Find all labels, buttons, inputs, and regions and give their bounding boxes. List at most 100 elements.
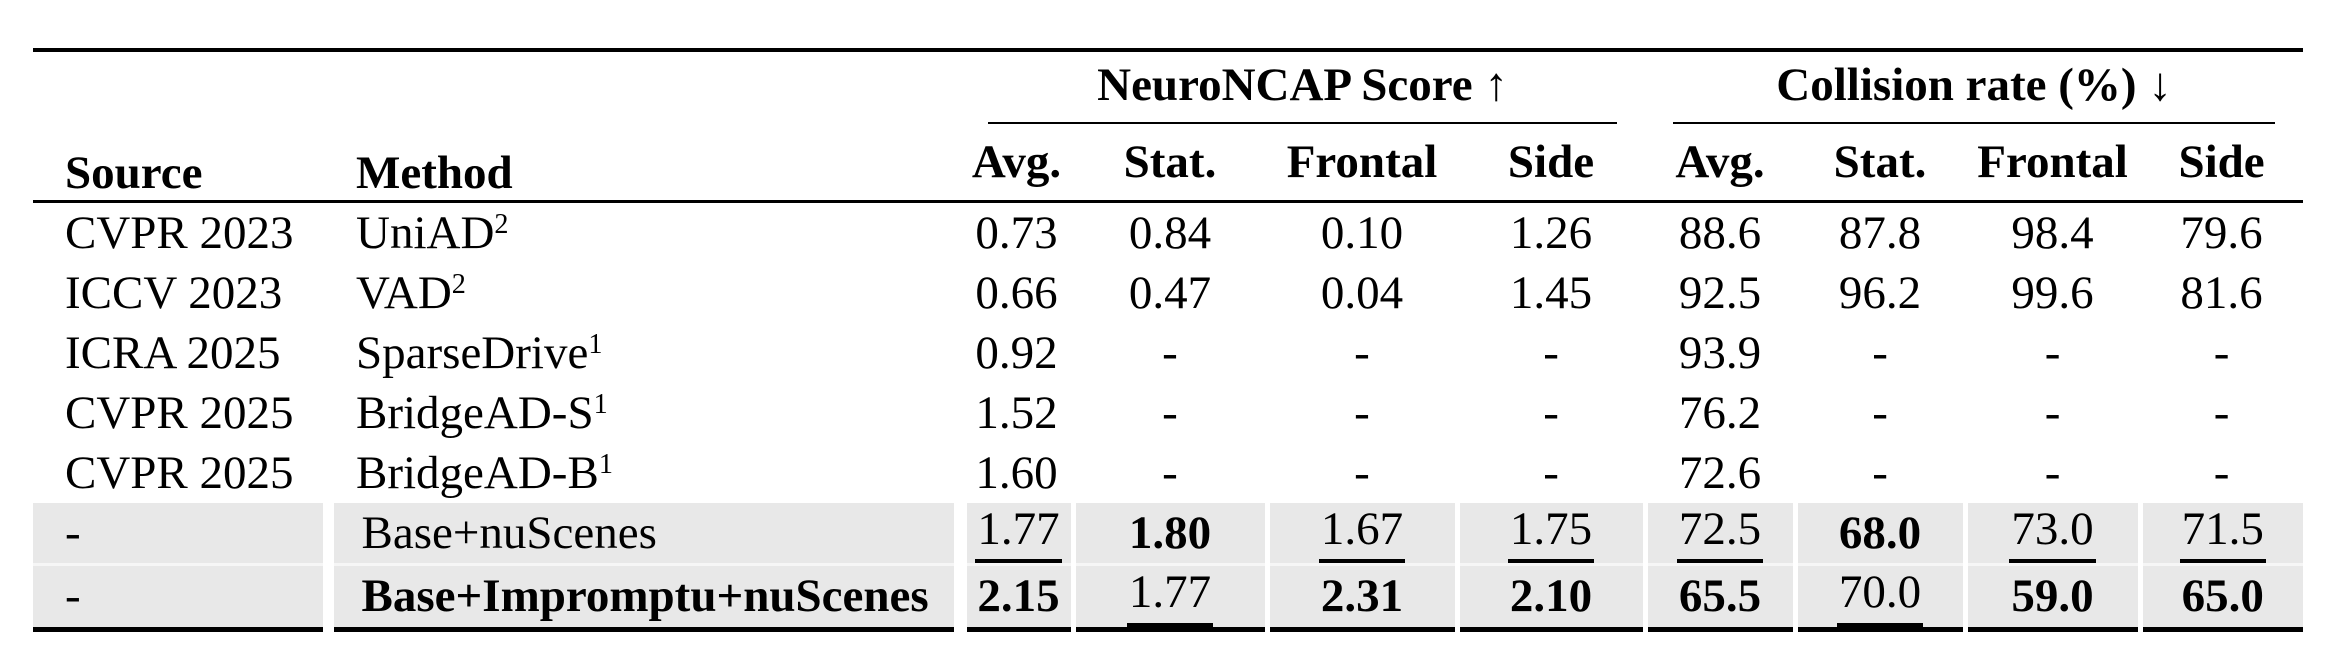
subheader-coll-side: Side bbox=[2140, 124, 2304, 203]
value-cell: 0.84 bbox=[1128, 207, 1212, 259]
method-cell: UniAD2 bbox=[328, 202, 960, 264]
value-cell: 2.15 bbox=[953, 563, 1073, 630]
source-cell: CVPR 2025 bbox=[65, 447, 294, 499]
group-header-neuroncap-label: NeuroNCAP Score ↑ bbox=[988, 58, 1618, 124]
value-cell: 76.2 bbox=[1678, 387, 1762, 439]
value-cell: 65.0 bbox=[2137, 563, 2304, 630]
value-cell: 0.10 bbox=[1320, 207, 1404, 259]
subheader-ncap-side: Side bbox=[1457, 124, 1646, 203]
value-cell: 0.66 bbox=[975, 267, 1058, 319]
source-cell: CVPR 2025 bbox=[65, 387, 294, 439]
value-cell: 2.31 bbox=[1264, 563, 1457, 630]
table-row: CVPR 2025 BridgeAD-S1 1.52 - - - 76.2 - - - bbox=[33, 383, 2303, 443]
value-cell: - bbox=[2044, 447, 2061, 499]
subheader-coll-stat: Stat. bbox=[1795, 124, 1966, 203]
method-name: SparseDrive bbox=[356, 327, 589, 379]
value-cell: 1.26 bbox=[1509, 207, 1593, 259]
table-body: CVPR 2023 UniAD2 0.73 0.84 0.10 1.26 88.6 87.8 9… bbox=[33, 202, 2304, 630]
underlined-value: 71.5 bbox=[2179, 504, 2266, 564]
source-cell: - bbox=[33, 563, 328, 630]
col-header-method: Method bbox=[328, 50, 960, 203]
value-cell: 1.60 bbox=[975, 447, 1058, 499]
method-name: BridgeAD-B bbox=[356, 447, 599, 499]
value-cell: 1.67 bbox=[1264, 503, 1457, 565]
value-cell: 70.0 bbox=[1792, 563, 1966, 630]
underlined-value: 70.0 bbox=[1836, 568, 1924, 627]
value-cell: - bbox=[2213, 387, 2230, 439]
value-cell: 96.2 bbox=[1838, 267, 1922, 319]
value-cell: - bbox=[1162, 387, 1178, 439]
value-cell: 2.10 bbox=[1454, 563, 1646, 630]
value-cell: 1.77 bbox=[953, 503, 1073, 565]
value-cell: 87.8 bbox=[1838, 207, 1922, 259]
table-row: - Base+nuScenes 1.77 1.80 1.67 1.75 72.5 68.0 73… bbox=[33, 503, 2304, 565]
value-cell: - bbox=[1543, 387, 1559, 439]
subheader-coll-avg: Avg. bbox=[1645, 124, 1796, 203]
method-cell: SparseDrive1 bbox=[328, 323, 960, 383]
value-cell: 0.92 bbox=[975, 327, 1058, 379]
method-name: VAD bbox=[356, 267, 452, 319]
underlined-value: 1.67 bbox=[1318, 504, 1406, 564]
value-cell: - bbox=[2213, 447, 2230, 499]
underlined-value: 1.77 bbox=[975, 504, 1062, 564]
value-cell: - bbox=[1162, 327, 1178, 379]
value-cell: 65.5 bbox=[1642, 563, 1796, 630]
method-footnote-marker: 1 bbox=[593, 388, 608, 420]
value-cell: - bbox=[1543, 327, 1559, 379]
method-name: UniAD bbox=[356, 207, 495, 259]
value-cell: 0.47 bbox=[1128, 267, 1212, 319]
method-name: Base+nuScenes bbox=[361, 506, 657, 559]
underlined-value: 1.77 bbox=[1126, 568, 1214, 627]
value-cell: 93.9 bbox=[1678, 327, 1762, 379]
table-row: ICRA 2025 SparseDrive1 0.92 - - - 93.9 - - - bbox=[33, 323, 2303, 383]
source-cell: ICCV 2023 bbox=[65, 267, 283, 319]
value-cell: - bbox=[1872, 327, 1888, 379]
value-cell: 1.75 bbox=[1454, 503, 1646, 565]
value-cell: 72.5 bbox=[1642, 503, 1796, 565]
value-cell: 1.77 bbox=[1070, 563, 1267, 630]
method-cell: BridgeAD-S1 bbox=[328, 383, 960, 443]
group-header-collision-rate: Collision rate (%) ↓ bbox=[1645, 50, 2303, 124]
subheader-ncap-frontal: Frontal bbox=[1267, 124, 1457, 203]
method-cell: VAD2 bbox=[328, 263, 960, 323]
method-cell: Base+Impromptu+nuScenes bbox=[322, 563, 960, 630]
value-cell: - bbox=[1872, 387, 1888, 439]
table-row: CVPR 2023 UniAD2 0.73 0.84 0.10 1.26 88.6 87.8 9… bbox=[33, 202, 2303, 264]
method-footnote-marker: 2 bbox=[494, 208, 509, 240]
subheader-ncap-avg: Avg. bbox=[960, 124, 1073, 203]
value-cell: 0.04 bbox=[1320, 267, 1404, 319]
value-cell: 72.6 bbox=[1678, 447, 1762, 499]
source-cell: CVPR 2023 bbox=[65, 207, 294, 259]
underlined-value: 73.0 bbox=[2009, 504, 2096, 564]
table-row: ICCV 2023 VAD2 0.66 0.47 0.04 1.45 92.5 96.2 99.… bbox=[33, 263, 2303, 323]
group-header-row: Source Method NeuroNCAP Score ↑ Collisio… bbox=[33, 50, 2303, 203]
results-table: Source Method NeuroNCAP Score ↑ Collisio… bbox=[33, 48, 2304, 632]
table-row: - Base+Impromptu+nuScenes 2.15 1.77 2.31 2.10… bbox=[33, 563, 2304, 630]
method-footnote-marker: 1 bbox=[598, 448, 613, 480]
value-cell: - bbox=[1872, 447, 1888, 499]
method-cell: Base+nuScenes bbox=[322, 503, 960, 565]
method-name: Base+Impromptu+nuScenes bbox=[361, 570, 929, 623]
method-footnote-marker: 1 bbox=[588, 328, 603, 360]
value-cell: 1.80 bbox=[1070, 503, 1267, 565]
value-cell: 73.0 bbox=[1962, 503, 2141, 565]
col-header-source: Source bbox=[33, 50, 328, 203]
method-footnote-marker: 2 bbox=[451, 268, 466, 300]
value-cell: - bbox=[1354, 387, 1370, 439]
group-header-neuroncap-score: NeuroNCAP Score ↑ bbox=[960, 50, 1645, 124]
group-header-collision-label: Collision rate (%) ↓ bbox=[1673, 58, 2276, 124]
value-cell: 0.73 bbox=[975, 207, 1058, 259]
value-cell: 71.5 bbox=[2137, 503, 2304, 565]
value-cell: 1.45 bbox=[1509, 267, 1593, 319]
value-cell: 81.6 bbox=[2180, 267, 2263, 319]
value-cell: 99.6 bbox=[2011, 267, 2094, 319]
source-cell: - bbox=[33, 503, 328, 565]
value-cell: 88.6 bbox=[1678, 207, 1762, 259]
value-cell: - bbox=[1354, 447, 1370, 499]
value-cell: - bbox=[1354, 327, 1370, 379]
underlined-value: 72.5 bbox=[1676, 504, 1764, 564]
source-cell: ICRA 2025 bbox=[65, 327, 281, 379]
value-cell: - bbox=[2044, 327, 2061, 379]
subheader-ncap-stat: Stat. bbox=[1073, 124, 1267, 203]
